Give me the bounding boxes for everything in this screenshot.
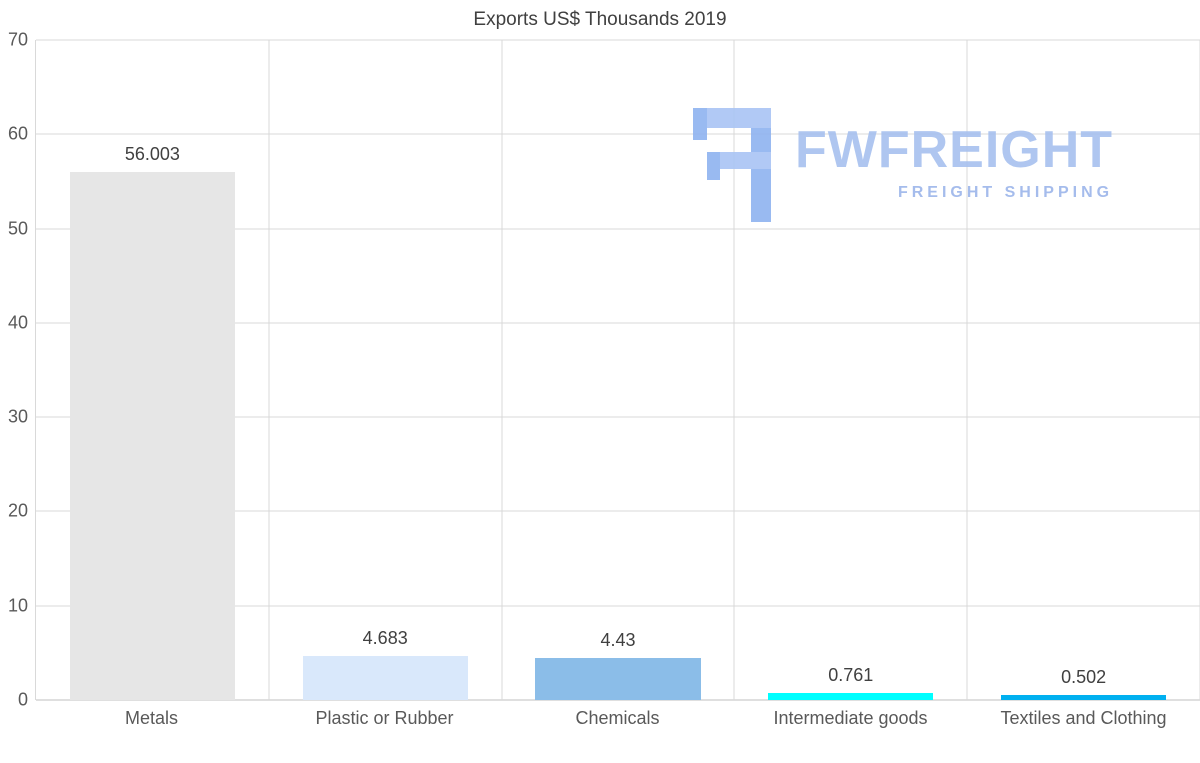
bar-column: 4.43 xyxy=(502,40,735,700)
x-axis-label: Textiles and Clothing xyxy=(1000,708,1167,728)
y-tick-label: 50 xyxy=(7,218,28,239)
x-axis: Metals Plastic or Rubber Chemicals Intermed… xyxy=(35,708,1200,729)
bar-plastic-or-rubber[interactable] xyxy=(302,655,468,700)
bar-intermediate-goods[interactable] xyxy=(768,692,934,700)
x-axis-label: Intermediate goods xyxy=(773,708,928,728)
x-axis-label: Metals xyxy=(124,708,178,728)
bar-column: 4.683 xyxy=(269,40,502,700)
y-tick-label: 60 xyxy=(7,123,28,144)
bar-value-label: 4.43 xyxy=(600,630,636,651)
chart-title: Exports US$ Thousands 2019 xyxy=(473,9,727,30)
bar-value-label: 0.502 xyxy=(1061,667,1107,688)
bars: 56.003 4.683 4.43 0.761 0.502 xyxy=(36,40,1200,700)
y-tick-label: 10 xyxy=(7,595,28,616)
plot-area: 56.003 4.683 4.43 0.761 0.502 FWFREIGHT FREI… xyxy=(35,39,1200,701)
y-tick-label: 30 xyxy=(7,406,28,427)
bar-value-label: 4.683 xyxy=(362,627,408,648)
y-tick-label: 40 xyxy=(7,312,28,333)
bar-chemicals[interactable] xyxy=(535,658,701,700)
y-axis: 0 10 20 30 40 50 60 70 xyxy=(0,30,28,710)
y-tick-label: 0 xyxy=(17,689,28,710)
bar-metals[interactable] xyxy=(69,171,236,700)
x-axis-label: Plastic or Rubber xyxy=(315,708,454,728)
bar-column: 0.502 xyxy=(967,40,1200,700)
bar-column: 0.761 xyxy=(734,40,967,700)
bar-textiles-and-clothing[interactable] xyxy=(1000,695,1167,700)
y-tick-label: 70 xyxy=(7,29,28,50)
bar-value-label: 56.003 xyxy=(124,143,180,164)
x-axis-label: Chemicals xyxy=(575,708,660,728)
y-tick-label: 20 xyxy=(7,500,28,521)
bar-value-label: 0.761 xyxy=(828,664,874,685)
bar-column: 56.003 xyxy=(36,40,269,700)
